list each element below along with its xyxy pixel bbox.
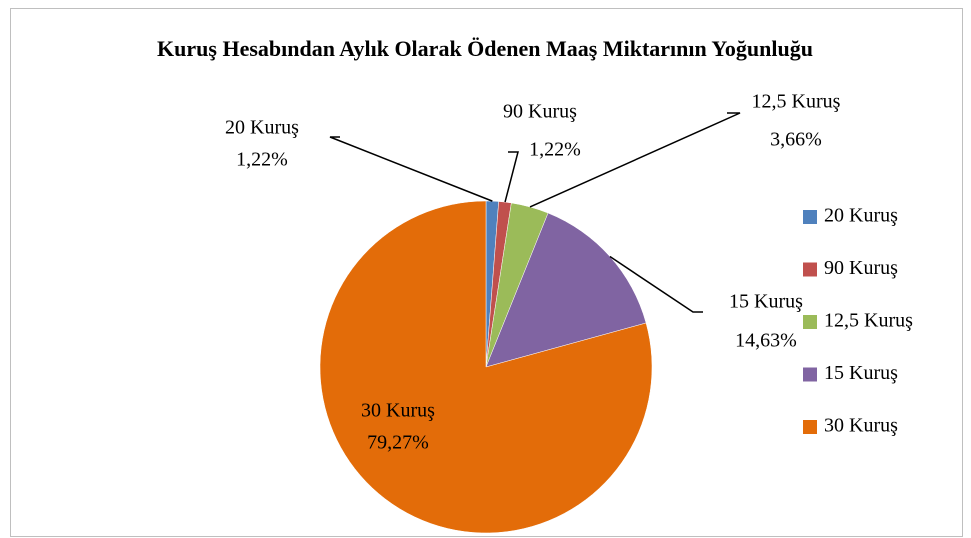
legend-label: 12,5 Kuruş — [824, 310, 913, 332]
data-label-value: 14,63% — [735, 330, 797, 352]
data-label-value: 79,27% — [367, 432, 429, 454]
legend-swatch — [803, 210, 817, 224]
data-label-value: 1,22% — [529, 139, 581, 161]
data-label-name: 12,5 Kuruş — [752, 91, 841, 113]
leader-line — [504, 151, 519, 203]
data-label-name: 90 Kuruş — [503, 101, 577, 123]
data-label-name: 15 Kuruş — [729, 291, 803, 313]
legend-swatch — [803, 262, 817, 277]
leader-line — [529, 112, 741, 208]
legend-swatch — [803, 367, 817, 382]
legend-label: 15 Kuruş — [824, 362, 898, 384]
legend-swatch — [803, 315, 817, 329]
chart-title: Kuruş Hesabından Aylık Olarak Ödenen Maa… — [157, 36, 813, 61]
pie-slice — [485, 212, 647, 368]
data-label-value: 3,66% — [770, 129, 822, 151]
legend-label: 20 Kuruş — [824, 205, 898, 227]
legend-swatch — [803, 420, 817, 434]
leader-line — [609, 255, 703, 313]
pie-slice — [319, 200, 653, 534]
data-label-value: 1,22% — [236, 149, 288, 171]
data-label-name: 30 Kuruş — [361, 400, 435, 422]
data-label-name: 20 Kuruş — [225, 117, 299, 139]
legend-label: 90 Kuruş — [824, 257, 898, 279]
leader-line — [329, 136, 493, 202]
legend-label: 30 Kuruş — [824, 415, 898, 437]
